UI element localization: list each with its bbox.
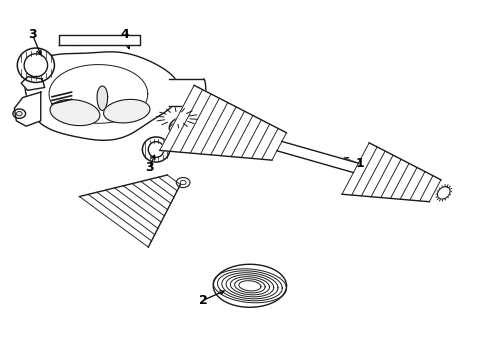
Polygon shape <box>169 78 203 106</box>
Polygon shape <box>438 187 450 199</box>
Text: 3: 3 <box>146 161 154 174</box>
Ellipse shape <box>114 36 132 44</box>
Ellipse shape <box>148 141 164 157</box>
Ellipse shape <box>68 36 85 44</box>
Polygon shape <box>21 77 45 90</box>
Ellipse shape <box>17 48 54 82</box>
Polygon shape <box>97 86 108 111</box>
Polygon shape <box>213 264 287 307</box>
Ellipse shape <box>180 180 186 185</box>
Polygon shape <box>14 92 41 126</box>
Text: 2: 2 <box>199 294 208 307</box>
Polygon shape <box>277 141 358 172</box>
Text: 1: 1 <box>355 157 364 170</box>
Ellipse shape <box>16 112 22 116</box>
Polygon shape <box>160 85 287 160</box>
Ellipse shape <box>73 38 80 42</box>
Polygon shape <box>342 143 441 202</box>
Ellipse shape <box>119 38 127 42</box>
Ellipse shape <box>50 99 100 126</box>
Ellipse shape <box>24 54 48 77</box>
Text: 4: 4 <box>121 28 130 41</box>
Polygon shape <box>79 175 180 247</box>
Ellipse shape <box>176 177 190 188</box>
Ellipse shape <box>143 137 170 162</box>
Ellipse shape <box>13 109 25 118</box>
Ellipse shape <box>103 99 150 123</box>
Ellipse shape <box>169 117 198 139</box>
Text: 3: 3 <box>28 28 37 41</box>
Polygon shape <box>59 35 140 45</box>
Ellipse shape <box>175 122 193 134</box>
Polygon shape <box>24 52 180 140</box>
